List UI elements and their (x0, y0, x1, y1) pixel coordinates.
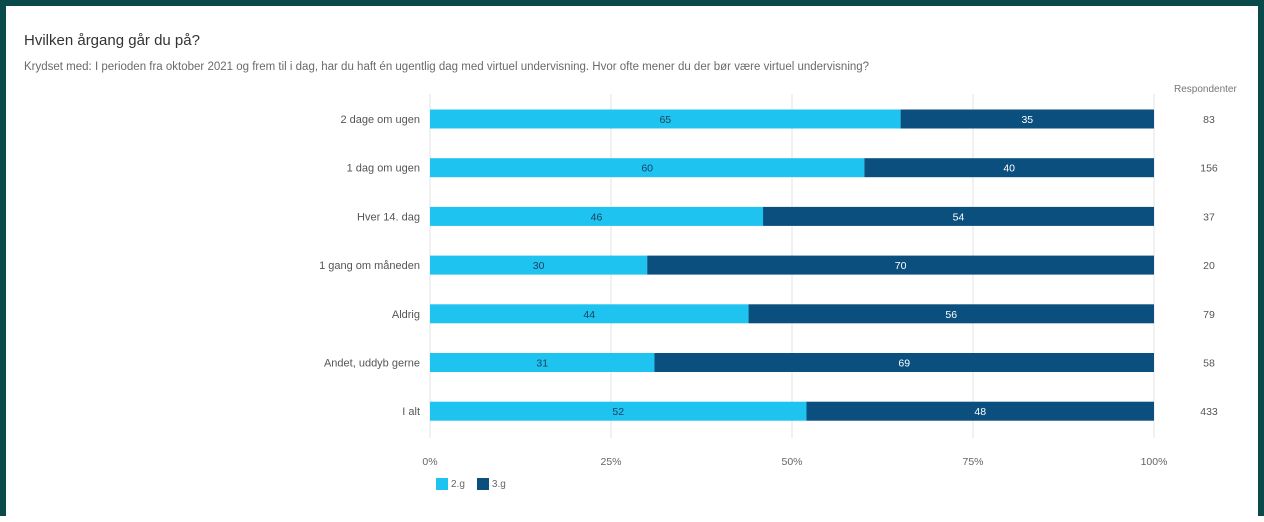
data-label-2g: 52 (612, 406, 624, 418)
bar-segment-3g (806, 401, 1154, 421)
bar-segment-3g (900, 109, 1154, 129)
legend-item-3g: 3.g (476, 478, 506, 490)
legend-label-3g: 3.g (491, 478, 506, 490)
respondents-value: 58 (1203, 358, 1215, 370)
x-tick-label: 100% (1141, 456, 1168, 468)
data-label-3g: 40 (1003, 163, 1015, 175)
bar-segment-2g (430, 109, 901, 129)
bar-segment-2g (430, 304, 749, 324)
bar-segment-2g (430, 255, 648, 275)
bar-segment-2g (430, 401, 807, 421)
data-label-3g: 69 (898, 358, 910, 370)
data-label-3g: 56 (945, 309, 957, 321)
respondents-value: 37 (1203, 211, 1215, 223)
legend-label-2g: 2.g (451, 478, 465, 490)
x-tick-label: 75% (962, 456, 983, 468)
data-label-2g: 31 (536, 358, 548, 370)
bar-segment-3g (654, 353, 1154, 372)
data-label-2g: 46 (591, 211, 603, 223)
x-tick-label: 0% (422, 456, 437, 468)
bar-segment-2g (430, 158, 865, 178)
data-label-3g: 48 (974, 406, 986, 418)
respondents-value: 79 (1203, 309, 1215, 321)
category-label: I alt (402, 406, 420, 418)
respondents-value: 20 (1203, 260, 1215, 272)
legend-swatch-3g (476, 478, 489, 490)
legend-swatch-2g (436, 478, 448, 490)
chart-title: Hvilken årgang går du på? (24, 32, 200, 49)
x-tick-label: 50% (781, 456, 802, 468)
bar-segment-2g (430, 353, 655, 372)
legend-item-2g: 2.g (436, 478, 465, 490)
respondents-value: 83 (1203, 114, 1215, 126)
data-label-2g: 44 (583, 309, 595, 321)
bar-segment-3g (864, 158, 1154, 178)
category-label: 1 dag om ugen (347, 163, 420, 175)
legend: 2.g 3.g (436, 478, 512, 490)
chart-subtitle: Krydset med: I perioden fra oktober 2021… (24, 61, 870, 73)
stacked-bar-chart: 0% 25% 50% 75% 100% 2 dage om ugen 65 35 83 1 dag… (319, 94, 1218, 468)
category-label: Hver 14. dag (357, 211, 420, 223)
bar-segment-3g (647, 255, 1154, 275)
data-label-3g: 35 (1021, 114, 1033, 126)
respondents-value: 433 (1200, 406, 1218, 418)
category-label: 2 dage om ugen (340, 114, 420, 126)
bar-segment-2g (430, 206, 764, 226)
data-label-2g: 65 (659, 114, 671, 126)
category-label: 1 gang om måneden (319, 260, 420, 272)
bar-segment-3g (748, 304, 1154, 324)
respondents-value: 156 (1200, 163, 1218, 175)
data-label-3g: 70 (895, 260, 907, 272)
bar-segment-3g (763, 206, 1154, 226)
category-label: Andet, uddyb gerne (324, 358, 420, 370)
respondents-header: Respondenter (1174, 84, 1237, 95)
x-tick-label: 25% (600, 456, 621, 468)
data-label-2g: 60 (641, 163, 653, 175)
category-label: Aldrig (392, 309, 420, 321)
data-label-2g: 30 (533, 260, 545, 272)
data-label-3g: 54 (953, 211, 965, 223)
